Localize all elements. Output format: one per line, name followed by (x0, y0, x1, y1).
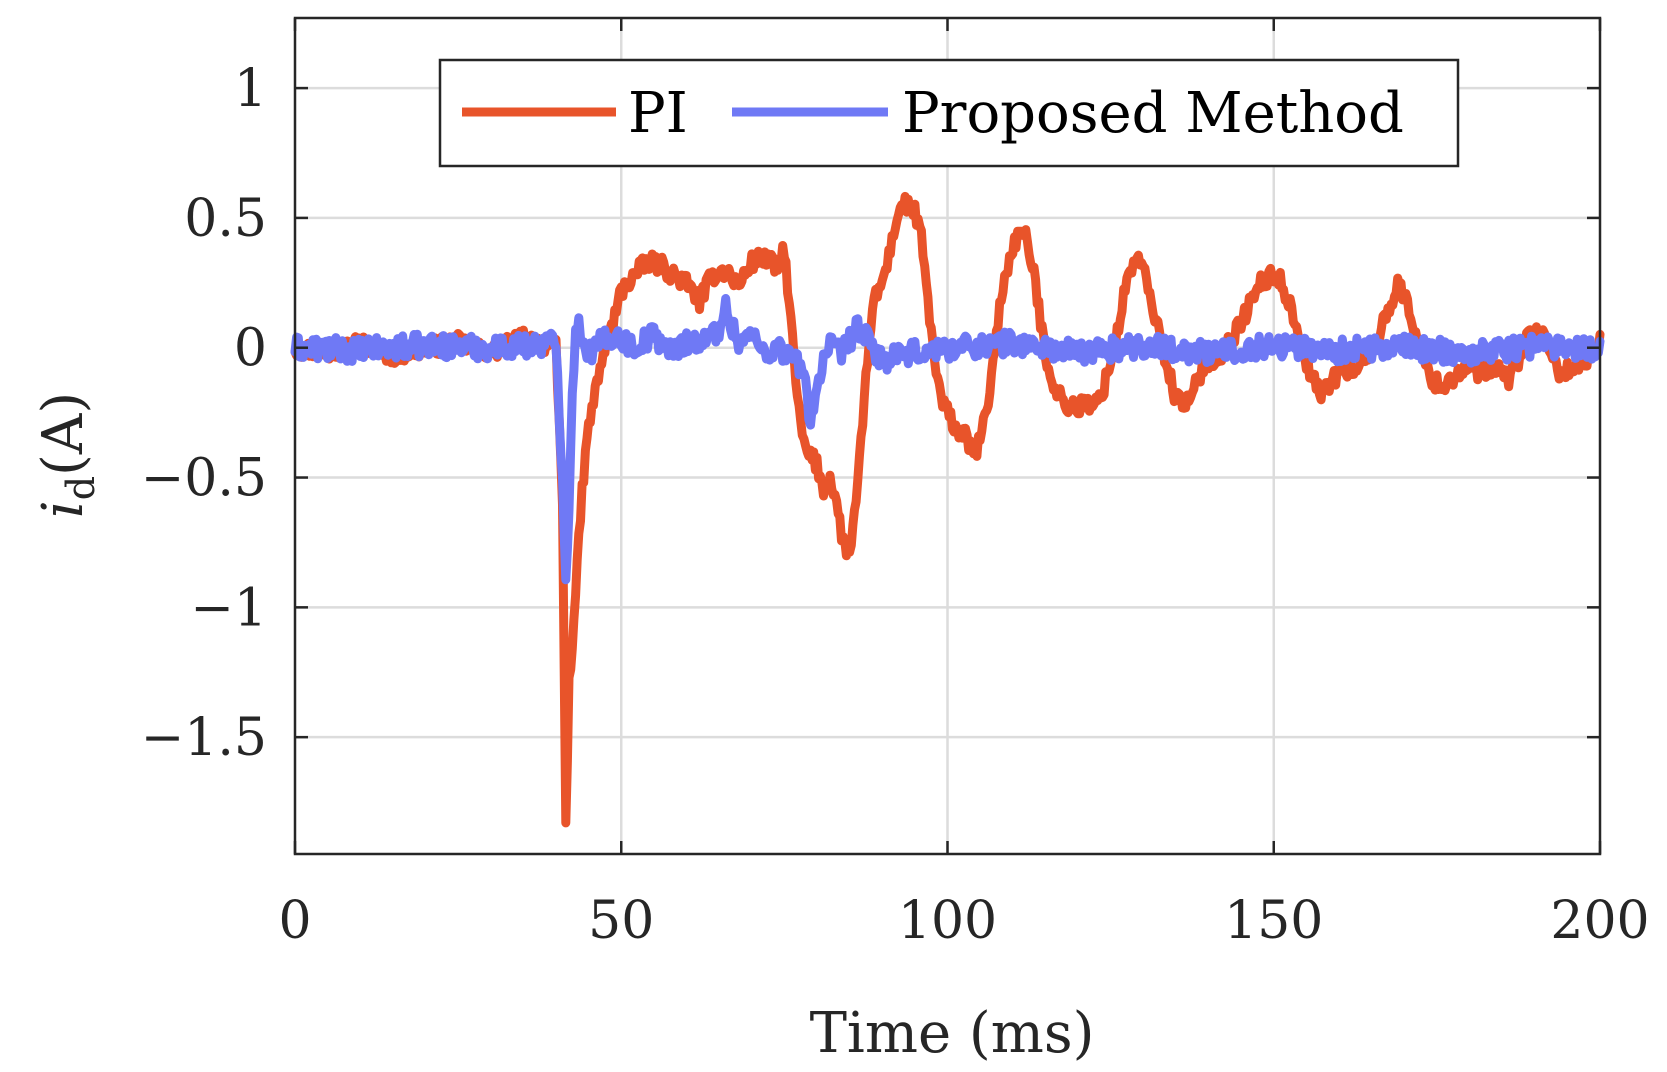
plot-frame (293, 16, 1602, 856)
x-tick-labels: 0 50 100 150 200 (278, 891, 1649, 951)
y-tick-label: 1 (234, 59, 267, 119)
legend: PI Proposed Method (438, 58, 1460, 168)
x-tick-label: 100 (898, 891, 997, 951)
x-tick-label: 0 (278, 891, 311, 951)
y-tick-label: −1.5 (141, 708, 267, 768)
y-axis-title-symbol: i (31, 500, 96, 518)
y-axis-title-unit: (A) (31, 392, 96, 476)
x-tick-label: 200 (1550, 891, 1649, 951)
y-tick-label: 0 (234, 319, 267, 379)
y-tick-label: −1 (190, 578, 267, 638)
legend-label-proposed-method: Proposed Method (902, 81, 1404, 146)
y-axis-title-subscript: d (59, 476, 103, 500)
x-tick-label: 150 (1224, 891, 1323, 951)
y-axis-title: id(A) (31, 392, 103, 518)
y-tick-label: 0.5 (184, 189, 267, 249)
y-tick-labels: 1 0.5 0 −0.5 −1 −1.5 (141, 59, 267, 768)
series-layer (290, 191, 1605, 828)
y-tick-label: −0.5 (141, 449, 267, 509)
legend-label-pi: PI (628, 81, 688, 146)
x-tick-label: 50 (588, 891, 654, 951)
x-axis-title: Time (ms) (810, 1001, 1095, 1066)
series-line-proposed-method (290, 294, 1605, 585)
